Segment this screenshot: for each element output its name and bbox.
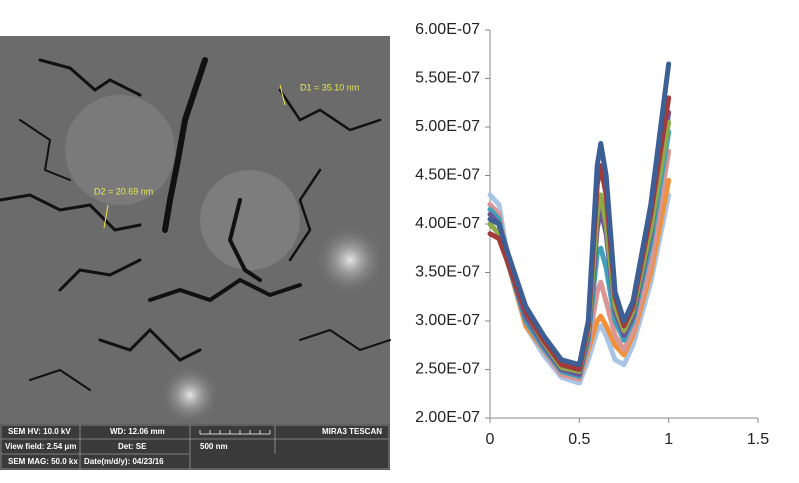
y-tick-label: 3.50E-07 xyxy=(415,264,480,281)
x-tick-label: 1.5 xyxy=(747,431,769,448)
info-text: Date(m/d/y): 04/23/16 xyxy=(84,457,164,466)
y-tick-label: 2.50E-07 xyxy=(415,361,480,378)
y-tick-label: 3.00E-07 xyxy=(415,312,480,329)
info-text: WD: 12.06 mm xyxy=(110,427,165,436)
x-tick-label: 0.5 xyxy=(568,431,590,448)
series-line xyxy=(487,95,672,372)
y-tick-label: 6.00E-07 xyxy=(415,21,480,38)
chart: 2.00E-07 2.50E-07 3.00E-07 3.50E-07 4.00E-07… xyxy=(415,21,769,448)
series-line xyxy=(487,61,672,368)
info-text: SEM HV: 10.0 kV xyxy=(8,427,71,436)
annotation: D1 = 35.10 nm xyxy=(300,82,359,92)
info-text: MIRA3 TESCAN xyxy=(322,427,382,436)
annotation: D2 = 20.69 nm xyxy=(94,186,153,196)
y-tick-label: 2.00E-07 xyxy=(415,409,480,426)
y-tick-label: 4.50E-07 xyxy=(415,167,480,184)
x-tick-label: 1 xyxy=(664,431,673,448)
info-text: SEM MAG: 50.0 kx xyxy=(8,457,78,466)
x-tick-label: 0 xyxy=(486,431,495,448)
y-tick-label: 4.00E-07 xyxy=(415,215,480,232)
sem-image: D1 = 35.10 nm D2 = 20.69 nm SEM HV: 10.0… xyxy=(0,36,391,470)
info-text: 500 nm xyxy=(200,442,228,451)
y-tick-label: 5.50E-07 xyxy=(415,70,480,87)
info-text: View field: 2.54 μm xyxy=(5,442,76,451)
y-tick-label: 5.00E-07 xyxy=(415,118,480,135)
info-text: Det: SE xyxy=(118,442,147,451)
